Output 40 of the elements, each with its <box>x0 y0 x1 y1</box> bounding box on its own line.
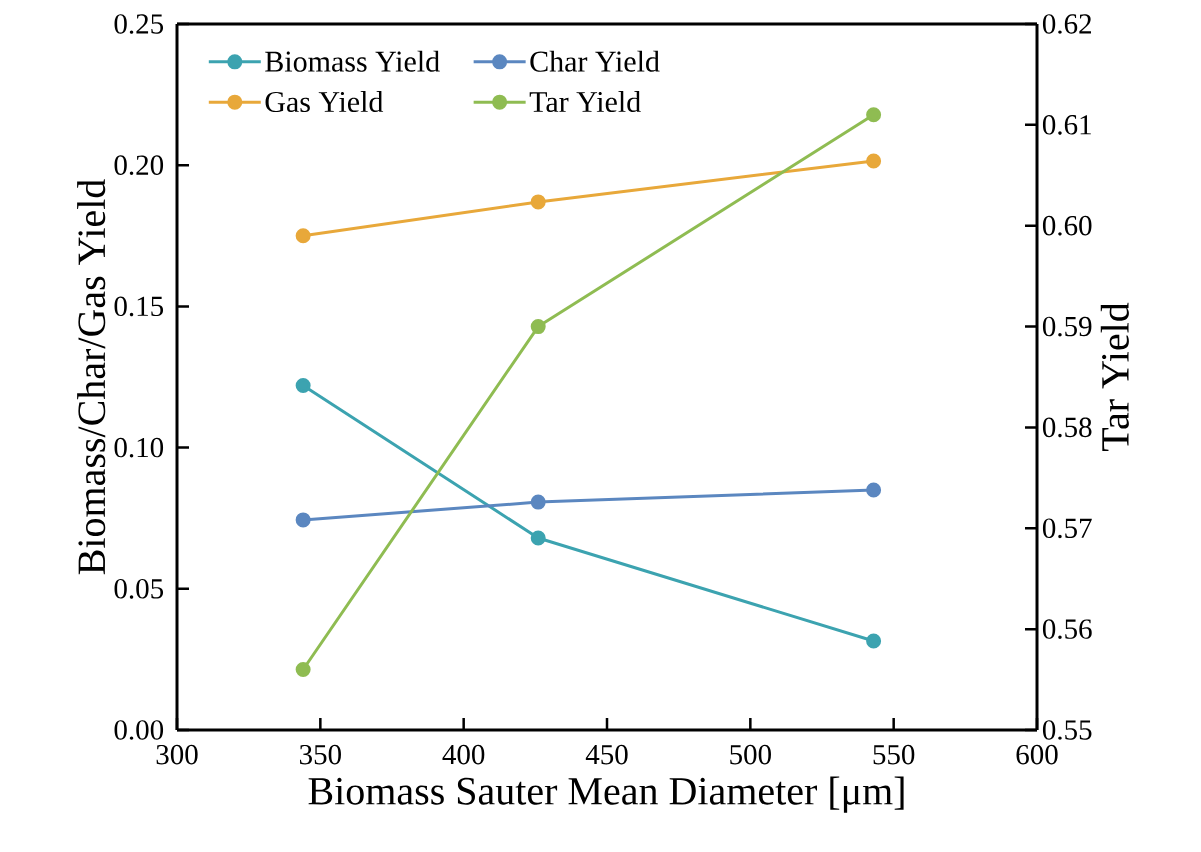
point <box>530 530 546 546</box>
y2-tick-label: 0.58 <box>1042 417 1092 438</box>
x-tick-label: 450 <box>585 744 628 765</box>
y-tick-label: 0.00 <box>114 720 164 740</box>
y2-tick-label: 0.59 <box>1042 316 1092 337</box>
x-tick-label: 550 <box>873 744 915 765</box>
y2-tick-label: 0.61 <box>1042 115 1091 135</box>
legend-label: Biomass Yield <box>265 50 440 72</box>
point <box>295 661 311 677</box>
y-tick-label: 0.15 <box>114 296 164 317</box>
point <box>530 494 546 510</box>
y-axis-title: Biomass/Char/Gas Yield <box>77 179 106 575</box>
y-tick-label: 0.25 <box>114 14 164 34</box>
x-axis-title: Biomass Sauter Mean Diameter [μm] <box>308 776 904 813</box>
y-tick-label: 0.10 <box>114 437 164 458</box>
y2-tick-label: 0.55 <box>1042 720 1092 740</box>
y2-tick-label: 0.60 <box>1042 215 1092 236</box>
point <box>866 482 882 498</box>
point <box>530 194 546 210</box>
point <box>530 319 546 335</box>
legend-label: Char Yield <box>530 50 660 72</box>
x-tick-label: 600 <box>1016 744 1058 765</box>
y-tick-label: 0.05 <box>114 578 164 599</box>
y2-tick-label: 0.57 <box>1042 518 1092 539</box>
y2-axis-title: Tar Yield <box>1100 302 1129 451</box>
x-tick-label: 500 <box>730 744 771 765</box>
x-tick-label: 300 <box>156 744 198 765</box>
point <box>866 107 882 123</box>
point <box>295 512 311 528</box>
y2-tick-label: 0.56 <box>1042 619 1092 639</box>
point <box>295 377 311 393</box>
legend-label: Tar Yield <box>529 90 641 113</box>
point <box>295 228 311 244</box>
y-tick-label: 0.20 <box>114 155 164 176</box>
x-tick-label: 400 <box>442 744 485 765</box>
y2-tick-label: 0.62 <box>1042 14 1091 34</box>
point <box>866 633 882 649</box>
x-tick-label: 350 <box>299 744 341 765</box>
legend-label: Gas Yield <box>265 90 384 113</box>
point <box>866 153 882 169</box>
